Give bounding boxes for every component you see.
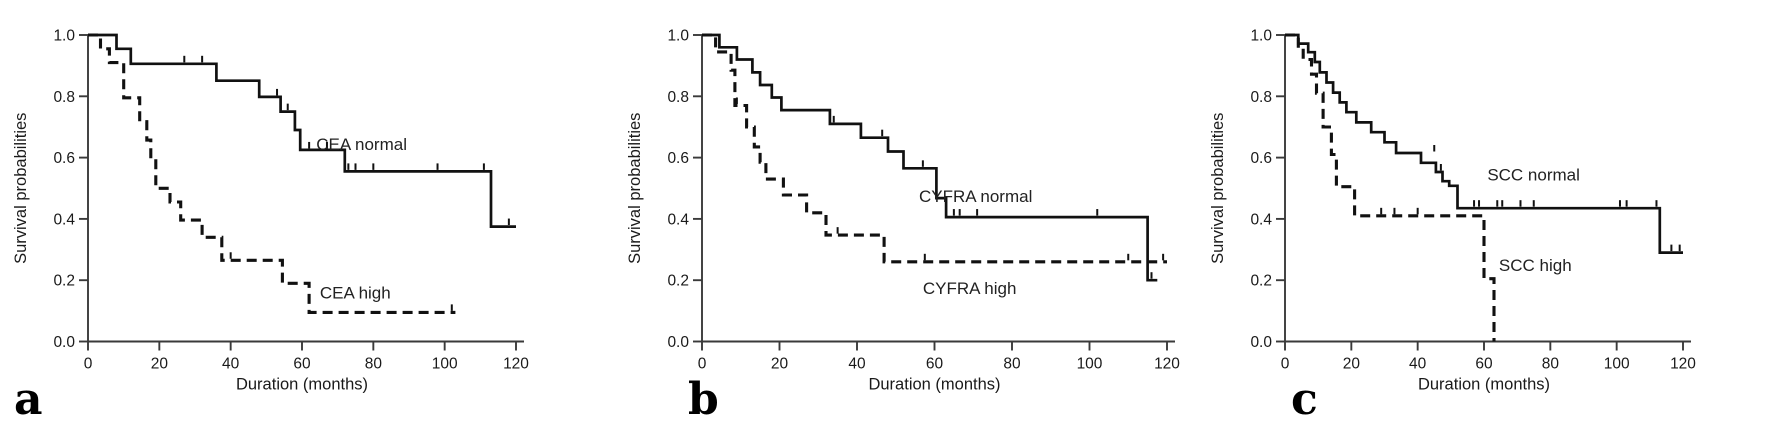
survival-curve-dashed: [702, 33, 1167, 264]
y-tick-label: 0.0: [53, 334, 75, 351]
x-tick-label: 40: [222, 356, 240, 373]
survival-plot-cea: 0.0 0.2 0.4 0.6 0.8 1.0 0 20 40 60 80 100 120 Duratio…: [12, 28, 529, 394]
survival-curve-solid: [702, 33, 1158, 282]
x-tick-label: 80: [1003, 356, 1021, 373]
x-tick-label: 60: [1475, 356, 1493, 373]
y-tick-label: 0.8: [1250, 89, 1272, 106]
series-label: CEA normal: [316, 135, 407, 154]
survival-curve-dashed: [1285, 33, 1496, 342]
series-label: SCC normal: [1487, 165, 1580, 184]
y-axis-title: Survival probabilities: [1209, 113, 1227, 264]
survival-curve-dashed: [88, 33, 456, 314]
x-axis-title: Duration (months): [868, 376, 1000, 394]
x-axis-title: Duration (months): [236, 376, 368, 394]
y-tick-label: 0.2: [667, 273, 689, 290]
y-tick-label: 0.8: [53, 89, 75, 106]
x-tick-label: 0: [84, 356, 93, 373]
x-tick-label: 20: [771, 356, 789, 373]
x-tick-label: 120: [1154, 356, 1180, 373]
panel-b: 0.0 0.2 0.4 0.6 0.8 1.0 0 20 40 60 80 100 120 Duratio…: [590, 0, 1185, 431]
x-tick-label: 100: [1077, 356, 1103, 373]
y-tick-label: 1.0: [53, 28, 75, 45]
y-axis-title: Survival probabilities: [626, 113, 644, 264]
survival-plot-scc: 0.0 0.2 0.4 0.6 0.8 1.0 0 20 40 60 80 100 120 Duratio…: [1209, 28, 1696, 394]
y-tick-label: 0.4: [53, 211, 75, 228]
panel-letter-c: c: [1291, 374, 1318, 425]
survival-curve-solid: [88, 33, 516, 228]
x-tick-label: 120: [503, 356, 529, 373]
series-label: CEA high: [320, 283, 391, 302]
y-tick-label: 0.0: [667, 334, 689, 351]
y-tick-label: 0.6: [1250, 150, 1272, 167]
y-tick-label: 0.6: [53, 150, 75, 167]
x-axis-title: Duration (months): [1418, 376, 1550, 394]
x-tick-label: 80: [365, 356, 383, 373]
series-label: SCC high: [1499, 256, 1572, 275]
y-tick-label: 0.6: [667, 150, 689, 167]
y-axis-title: Survival probabilities: [12, 113, 30, 264]
y-tick-label: 1.0: [1250, 28, 1272, 45]
y-tick-label: 0.2: [1250, 273, 1272, 290]
x-tick-label: 40: [848, 356, 866, 373]
panel-a: 0.0 0.2 0.4 0.6 0.8 1.0 0 20 40 60 80 100 120 Duratio…: [0, 0, 590, 431]
y-tick-label: 0.4: [1250, 211, 1272, 228]
y-tick-label: 1.0: [667, 28, 689, 45]
panel-letter-a: a: [14, 374, 43, 425]
x-tick-label: 40: [1409, 356, 1427, 373]
survival-curve-solid: [1285, 33, 1683, 254]
series-label: CYFRA high: [923, 279, 1017, 298]
x-tick-label: 120: [1670, 356, 1696, 373]
panel-c: 0.0 0.2 0.4 0.6 0.8 1.0 0 20 40 60 80 100 120 Duratio…: [1185, 0, 1772, 431]
y-tick-label: 0.4: [667, 211, 689, 228]
x-tick-label: 0: [698, 356, 707, 373]
x-tick-label: 60: [926, 356, 944, 373]
x-tick-label: 60: [293, 356, 311, 373]
y-tick-label: 0.0: [1250, 334, 1272, 351]
panel-letter-b: b: [688, 374, 719, 425]
x-tick-label: 20: [151, 356, 169, 373]
y-tick-label: 0.8: [667, 89, 689, 106]
series-label: CYFRA normal: [919, 187, 1032, 206]
x-tick-label: 100: [432, 356, 458, 373]
y-tick-label: 0.2: [53, 273, 75, 290]
x-tick-label: 0: [1281, 356, 1290, 373]
x-tick-label: 20: [1343, 356, 1361, 373]
survival-plot-cyfra: 0.0 0.2 0.4 0.6 0.8 1.0 0 20 40 60 80 100 120 Duratio…: [626, 28, 1180, 394]
x-tick-label: 80: [1542, 356, 1560, 373]
x-tick-label: 100: [1604, 356, 1630, 373]
